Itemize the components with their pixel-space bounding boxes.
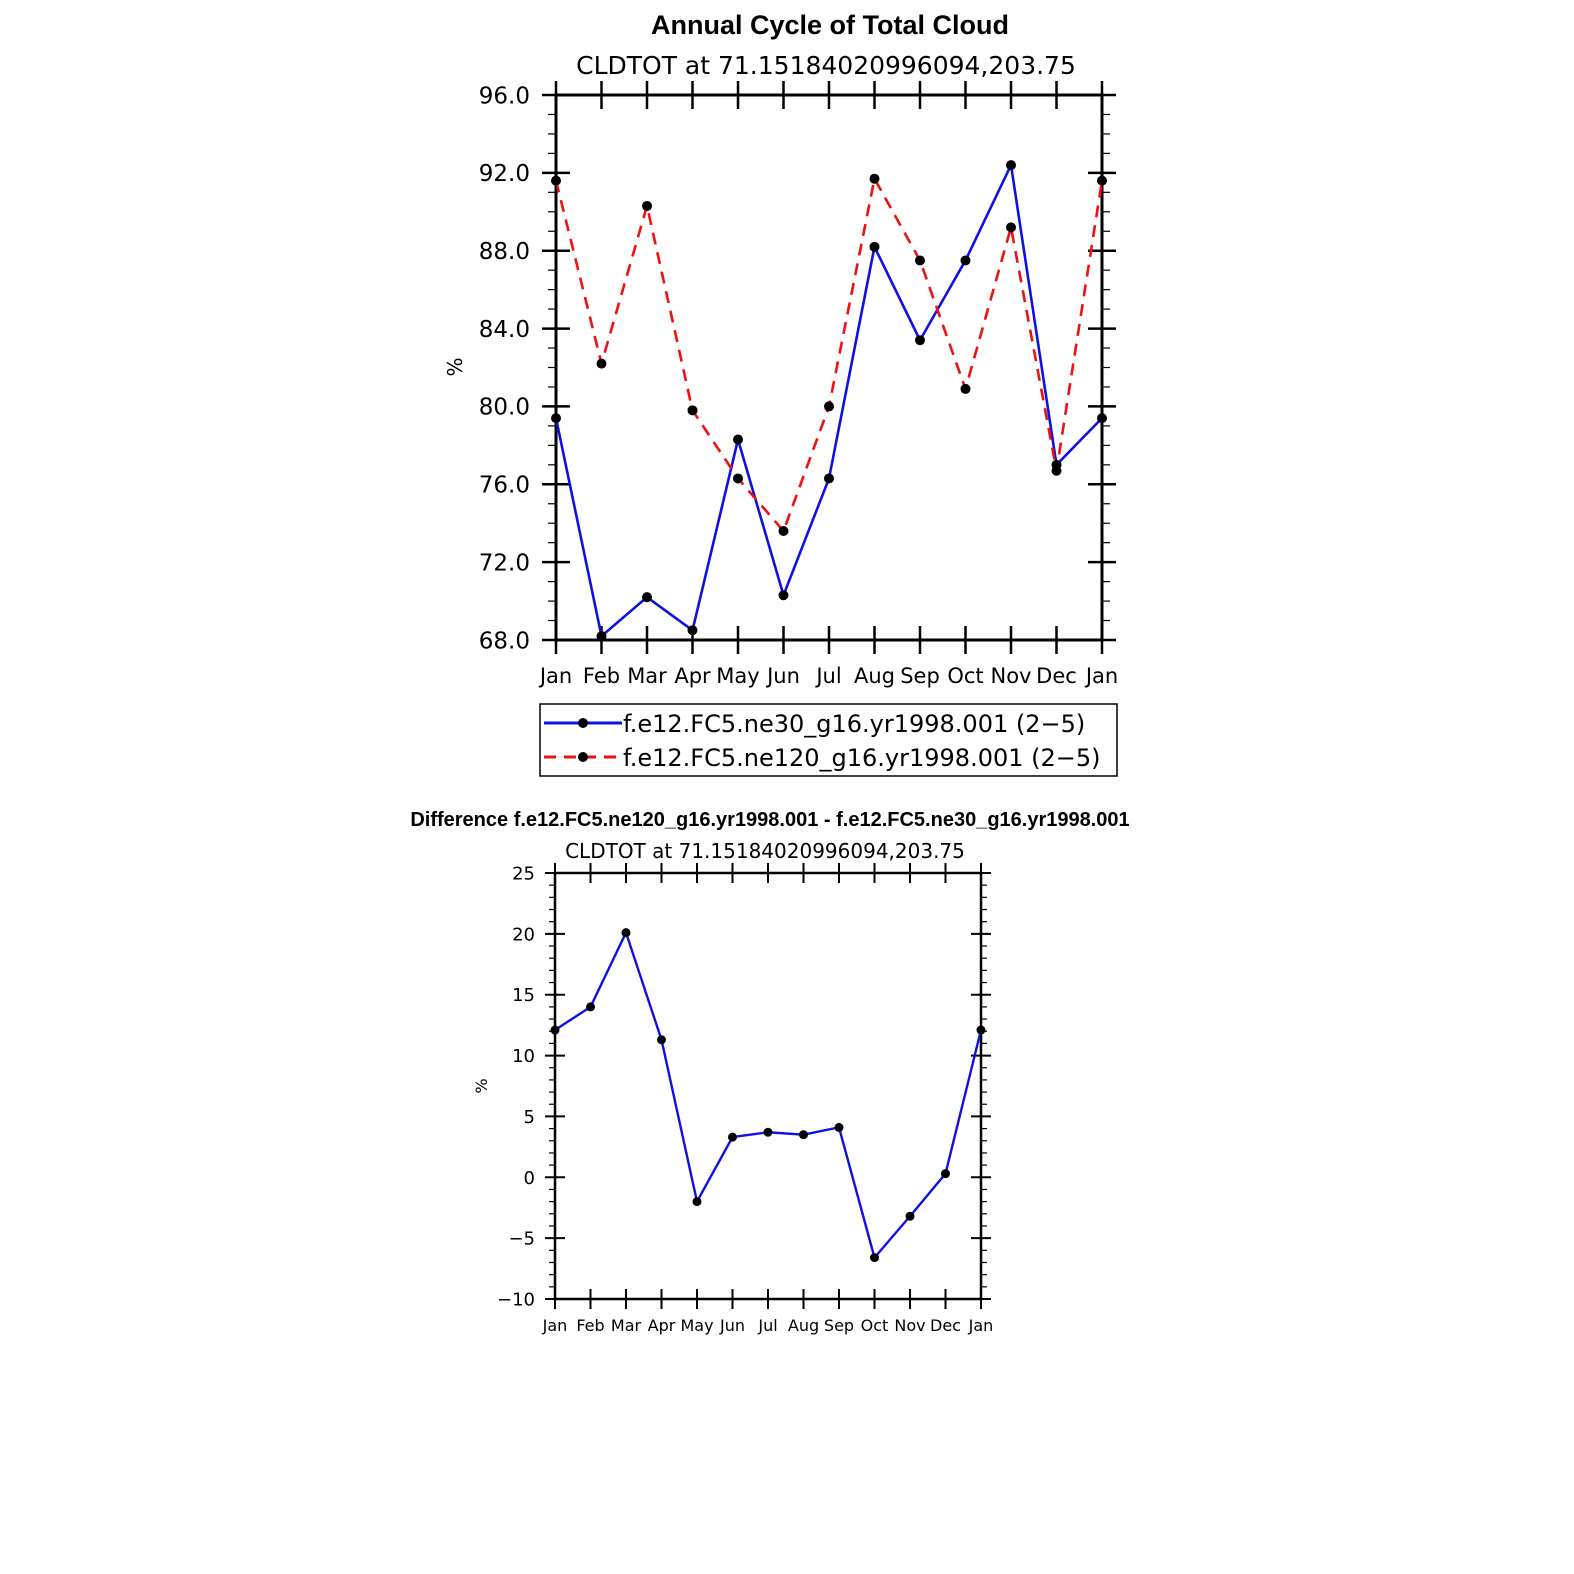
top-series-0-point — [1097, 413, 1107, 424]
bottom-series-0-point — [550, 1025, 560, 1035]
bottom-xtick-label: Aug — [788, 1316, 819, 1335]
bottom-xtick-label: Jan — [968, 1316, 994, 1335]
top-series-0-point — [824, 473, 834, 484]
top-series-0-point — [596, 631, 607, 642]
bottom-xtick-label: May — [680, 1316, 713, 1335]
top-series-0-point — [551, 413, 561, 424]
top-xtick-label: Aug — [854, 664, 895, 688]
bottom-series-0-point — [976, 1025, 986, 1035]
top-ytick-label: 96.0 — [479, 83, 530, 109]
top-series-1-point — [869, 173, 880, 184]
bottom-ytick-label: 20 — [512, 924, 535, 945]
bottom-series-0-point — [657, 1035, 666, 1045]
bottom-series-line-0 — [554, 929, 983, 1261]
bottom-chart-plot: Jan Feb Mar Apr May Jun Jul Aug Sep Oct Nov Dec Jan 2… — [497, 863, 993, 1335]
legend-marker-ne120 — [578, 752, 588, 762]
top-ytick-label: 88.0 — [479, 239, 530, 265]
top-series-0-point — [915, 335, 925, 346]
top-series-0-point — [642, 592, 652, 603]
legend-box — [539, 703, 1118, 777]
bottom-series-0-point — [905, 1211, 915, 1221]
top-chart-ylabel: % — [443, 357, 467, 376]
top-xtick-label: Nov — [991, 664, 1032, 688]
top-xtick-label: May — [716, 664, 759, 688]
bottom-series-0-point — [621, 928, 631, 938]
top-xtick-label: Jul — [814, 664, 841, 688]
bottom-xtick-label: Mar — [611, 1316, 642, 1335]
top-ytick-label: 92.0 — [479, 161, 530, 187]
bottom-ytick-label: −10 — [497, 1289, 535, 1310]
top-xtick-label: Dec — [1036, 664, 1077, 688]
top-ytick-label: 68.0 — [479, 628, 530, 654]
top-series-0-point — [778, 590, 789, 601]
top-series-1-point — [778, 526, 789, 536]
top-xtick-label: Oct — [947, 664, 983, 688]
bottom-ytick-label: −5 — [508, 1229, 535, 1250]
bottom-xtick-label: Feb — [576, 1316, 604, 1335]
top-chart-plot: Jan Feb Mar Apr May Jun Jul Aug Sep Oct Nov Dec Jan 9… — [479, 81, 1118, 688]
bottom-series-0-point — [763, 1127, 773, 1137]
bottom-series-0-point — [728, 1132, 737, 1142]
top-ytick-label: 76.0 — [479, 473, 530, 499]
top-series-1-point — [1051, 465, 1062, 476]
top-series-1-point — [960, 383, 971, 394]
legend-label-ne30: f.e12.FC5.ne30_g16.yr1998.001 (2−5) — [623, 710, 1085, 738]
top-series-1-point — [642, 200, 652, 211]
top-xtick-label: Feb — [583, 664, 620, 688]
top-ytick-label: 72.0 — [479, 550, 530, 576]
bottom-chart-title: Difference f.e12.FC5.ne120_g16.yr1998.00… — [410, 809, 1129, 831]
top-series-1-point — [1097, 175, 1107, 186]
bottom-chart-subtitle: CLDTOT at 71.15184020996094,203.75 — [565, 839, 965, 863]
top-series-1-point — [551, 175, 561, 186]
top-series-0-point — [960, 255, 971, 266]
bottom-series-0-point — [586, 1002, 595, 1012]
top-xtick-label: Jan — [1084, 664, 1118, 688]
bottom-chart-ylabel: % — [472, 1078, 491, 1093]
bottom-series-0-point — [799, 1130, 808, 1140]
bottom-xtick-label: Jun — [719, 1316, 745, 1335]
bottom-series-0-point — [941, 1169, 950, 1179]
top-series-1-point — [1006, 222, 1016, 233]
bottom-xtick-label: Sep — [824, 1316, 854, 1335]
top-xtick-label: Sep — [900, 664, 940, 688]
top-series-1-point — [915, 255, 925, 266]
top-series-1-point — [687, 405, 698, 416]
top-ytick-label: 80.0 — [479, 395, 530, 421]
bottom-xtick-label: Dec — [930, 1316, 961, 1335]
top-chart-title: Annual Cycle of Total Cloud — [651, 10, 1009, 40]
top-xtick-label: Jan — [538, 664, 572, 688]
bottom-xtick-label: Jan — [542, 1316, 568, 1335]
top-ytick-label: 84.0 — [479, 317, 530, 343]
bottom-series-0-point — [834, 1122, 844, 1132]
legend-label-ne120: f.e12.FC5.ne120_g16.yr1998.001 (2−5) — [623, 744, 1101, 772]
top-series-1-point — [733, 473, 743, 484]
top-chart-subtitle: CLDTOT at 71.15184020996094,203.75 — [576, 51, 1076, 80]
legend-marker-ne30 — [578, 718, 588, 728]
top-series-0-point — [733, 434, 743, 445]
bottom-xtick-label: Apr — [648, 1316, 676, 1335]
bottom-xtick-label: Oct — [861, 1316, 889, 1335]
top-chart-legend: f.e12.FC5.ne30_g16.yr1998.001 (2−5) f.e1… — [539, 703, 1118, 777]
top-xtick-label: Apr — [674, 664, 711, 688]
bottom-xtick-label: Nov — [894, 1316, 925, 1335]
top-xtick-label: Mar — [627, 664, 667, 688]
top-series-0-point — [1006, 160, 1016, 171]
top-frame — [554, 93, 1104, 642]
bottom-ytick-label: 5 — [524, 1107, 535, 1128]
top-xtick-label: Jun — [765, 664, 800, 688]
top-series-1-point — [596, 358, 607, 369]
top-series-0-point — [687, 625, 698, 636]
bottom-ytick-label: 25 — [512, 863, 535, 884]
top-series-1-point — [824, 401, 834, 412]
top-series-0-point — [869, 241, 880, 252]
bottom-series-0-point — [692, 1197, 702, 1207]
bottom-ytick-label: 15 — [512, 985, 535, 1006]
bottom-frame — [553, 871, 983, 1301]
bottom-ytick-label: 0 — [524, 1168, 535, 1189]
bottom-series-0-point — [870, 1253, 879, 1263]
bottom-xtick-label: Jul — [757, 1316, 777, 1335]
bottom-ytick-label: 10 — [512, 1046, 535, 1067]
